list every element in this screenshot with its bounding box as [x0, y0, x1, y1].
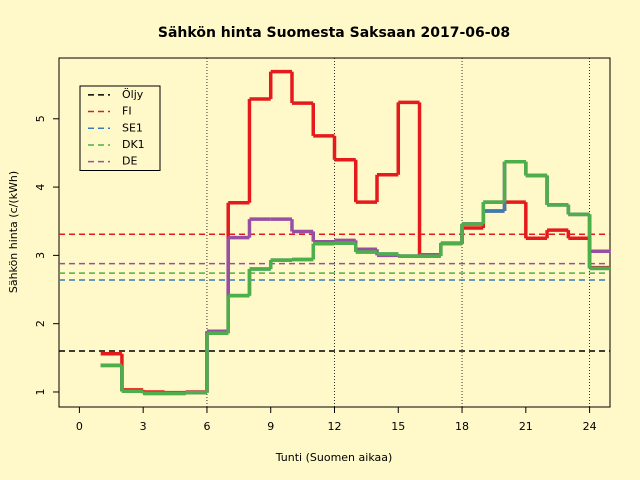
- legend-label: DE: [122, 155, 137, 168]
- y-tick-label: 5: [34, 115, 47, 122]
- chart-title: Sähkön hinta Suomesta Saksaan 2017-06-08: [158, 25, 510, 41]
- legend-label: Öljy: [122, 88, 144, 101]
- x-tick-label: 12: [328, 420, 342, 433]
- y-tick-label: 1: [34, 388, 47, 395]
- x-tick-label: 0: [76, 420, 83, 433]
- x-tick-label: 9: [267, 420, 274, 433]
- x-tick-label: 24: [583, 420, 597, 433]
- y-tick-label: 2: [34, 320, 47, 327]
- legend-label: SE1: [122, 121, 143, 134]
- x-tick-label: 21: [519, 420, 533, 433]
- x-tick-label: 6: [203, 420, 210, 433]
- y-axis-label: Sähkön hinta (c/(kWh): [7, 171, 20, 293]
- legend-label: FI: [122, 105, 132, 118]
- y-tick-label: 3: [34, 252, 47, 259]
- x-tick-label: 15: [391, 420, 405, 433]
- legend-label: DK1: [122, 138, 145, 151]
- y-tick-label: 4: [34, 184, 47, 191]
- x-tick-label: 18: [455, 420, 469, 433]
- x-tick-label: 3: [140, 420, 147, 433]
- x-axis-label: Tunti (Suomen aikaa): [275, 451, 393, 464]
